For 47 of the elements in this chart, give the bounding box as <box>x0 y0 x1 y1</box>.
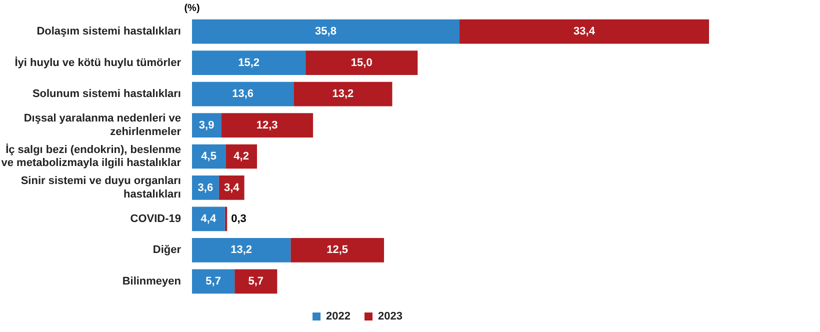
bar <box>221 113 314 138</box>
bar <box>306 50 418 76</box>
legend-label: 2023 <box>378 310 402 323</box>
data-label: 3,9 <box>198 119 214 132</box>
data-label: 5,7 <box>248 275 264 288</box>
bar <box>192 238 291 262</box>
bar <box>192 206 225 232</box>
bar <box>192 176 219 200</box>
data-label: 12,3 <box>256 119 278 132</box>
y-tick-label: İç salgı bezi (endokrin), beslenme ve metabolizmayla ilgili hastalıklar <box>1 142 182 170</box>
data-label: 12,5 <box>326 244 348 256</box>
y-tick-label: COVID-19 <box>130 212 181 225</box>
bar <box>192 19 460 44</box>
bar <box>192 144 226 169</box>
data-label: 13,2 <box>332 88 354 100</box>
y-tick-label: İyi huylu ve kötü huylu tümörler <box>14 56 182 69</box>
bar <box>218 176 244 200</box>
data-label: 33,4 <box>574 26 596 38</box>
data-label: 15,0 <box>350 56 372 69</box>
bar <box>192 82 294 106</box>
bar <box>290 238 384 262</box>
data-label: 15,2 <box>238 56 260 69</box>
bar <box>226 144 257 169</box>
bar <box>192 269 235 294</box>
bar <box>459 19 710 44</box>
data-label: 35,8 <box>315 26 336 38</box>
text: (%) <box>184 2 200 14</box>
data-label: 4,2 <box>234 150 249 163</box>
y-tick-label: Bilinmeyen <box>122 275 182 288</box>
bar <box>294 82 392 106</box>
data-label: 5,7 <box>206 275 221 288</box>
y-tick-label: Sinir sistemi ve duyu organları hastalıkları <box>20 175 181 200</box>
data-label: 3,6 <box>198 182 214 194</box>
data-label: 4,5 <box>201 150 216 163</box>
bar <box>234 269 278 294</box>
data-label: 13,6 <box>232 88 254 100</box>
bar <box>192 113 222 138</box>
y-tick-label: Diğer <box>152 244 182 256</box>
data-label: 4,4 <box>200 212 217 225</box>
y-tick-label: Solunum sistemi hastalıkları <box>32 88 181 100</box>
legend-label: 2022 <box>326 310 351 323</box>
y-tick-label: Dolaşım sistemi hastalıkları <box>36 26 181 38</box>
data-label: 13,2 <box>230 244 252 256</box>
data-label: 3,4 <box>224 182 240 194</box>
data-label: 0,3 <box>231 212 246 225</box>
y-tick-label: Dışsal yaralanma nedenleri ve zehirlenmeler <box>24 112 182 138</box>
bar <box>192 50 306 76</box>
